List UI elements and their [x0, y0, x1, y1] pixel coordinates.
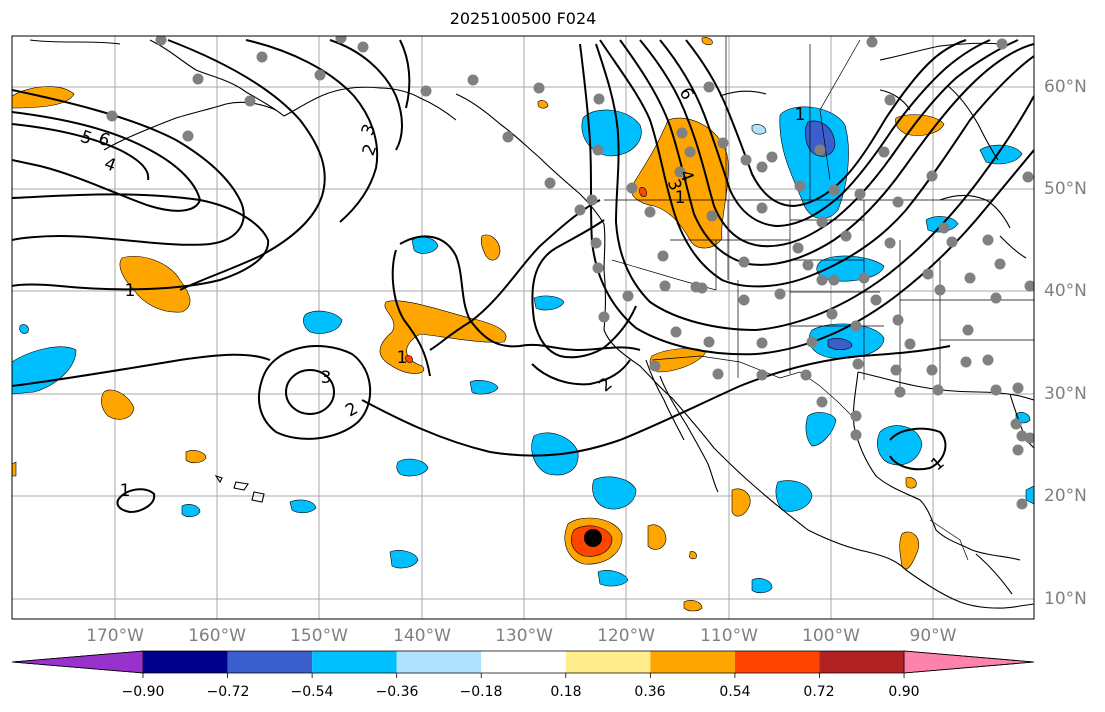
- colorbar-bin: [227, 651, 313, 673]
- colorbar: [11, 650, 1035, 678]
- lat-label: 40°N: [1044, 281, 1087, 301]
- colorbar-tick-label: 0.90: [888, 684, 920, 700]
- map-title: 2025100500 F024: [449, 9, 597, 28]
- colorbar-tick-label: −0.72: [206, 684, 250, 700]
- colorbar-bin: [650, 651, 735, 673]
- lon-label: 150°W: [290, 626, 348, 646]
- colorbar-tick-label: −0.90: [121, 684, 165, 700]
- lon-label: 130°W: [495, 626, 553, 646]
- colorbar-bin: [819, 651, 905, 673]
- colorbar-tick-label: 0.54: [719, 684, 751, 700]
- contour-label: 1: [125, 281, 136, 301]
- colorbar-tick-label: 0.36: [634, 684, 666, 700]
- colorbar-extend-high: [903, 650, 1035, 674]
- colorbar-tick-label: 0.18: [550, 684, 582, 700]
- station-markers: [106, 36, 1034, 510]
- colorbar-bin: [734, 651, 820, 673]
- colorbar-tick-label: 0.72: [803, 684, 835, 700]
- lat-label: 60°N: [1044, 77, 1087, 97]
- contour-label: 1: [675, 188, 686, 208]
- map-frame: [11, 35, 1035, 620]
- lat-label: 10°N: [1044, 589, 1087, 609]
- colorbar-extend-low: [11, 650, 144, 674]
- colorbar-bin: [396, 651, 482, 673]
- colorbar-bin: [143, 651, 228, 673]
- colorbar-tick-label: −0.36: [375, 684, 419, 700]
- colorbar-bin: [565, 651, 651, 673]
- lat-label: 20°N: [1044, 486, 1087, 506]
- lat-label: 50°N: [1044, 179, 1087, 199]
- lon-label: 140°W: [393, 626, 451, 646]
- lon-label: 160°W: [188, 626, 246, 646]
- lon-label: 90°W: [909, 626, 957, 646]
- contour-label: 1: [120, 481, 131, 501]
- lat-label: 30°N: [1044, 384, 1087, 404]
- colorbar-bin: [312, 651, 397, 673]
- contour-label: 1: [397, 348, 408, 368]
- lon-label: 110°W: [700, 626, 758, 646]
- lon-label: 120°W: [597, 626, 655, 646]
- positive-anomaly-areas: [12, 37, 945, 612]
- storm-center-marker: [584, 529, 602, 547]
- map-panel: [12, 36, 1034, 619]
- colorbar-tick-label: −0.54: [290, 684, 334, 700]
- contour-label: 1: [795, 105, 806, 125]
- lon-label: 100°W: [802, 626, 860, 646]
- contour-label: 3: [321, 368, 332, 388]
- lon-label: 170°W: [86, 626, 144, 646]
- colorbar-bin: [481, 651, 566, 673]
- colorbar-tick-label: −0.18: [459, 684, 503, 700]
- height-contours: [12, 39, 1034, 514]
